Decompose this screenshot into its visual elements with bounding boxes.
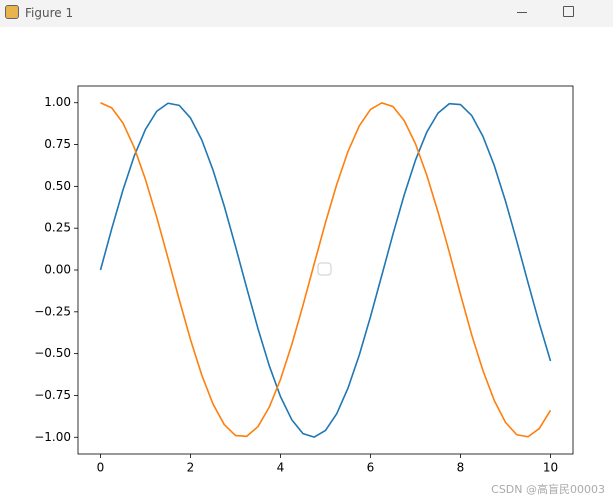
y-tick-label: 0.00	[44, 263, 71, 277]
app-icon	[5, 5, 19, 19]
minimize-button[interactable]	[517, 12, 527, 13]
window-title: Figure 1	[25, 6, 74, 20]
y-tick-label: 1.00	[44, 95, 71, 109]
x-tick-label: 0	[97, 461, 105, 475]
y-tick-label: 0.25	[44, 221, 71, 235]
maximize-button[interactable]	[563, 6, 574, 17]
x-tick-label: 8	[457, 461, 465, 475]
y-tick-label: −0.50	[34, 346, 71, 360]
title-bar: Figure 1	[0, 0, 613, 27]
y-tick-label: −0.75	[34, 388, 71, 402]
y-tick-label: −0.25	[34, 304, 71, 318]
watermark: CSDN @高盲民00003	[491, 483, 605, 496]
legend	[317, 262, 332, 276]
y-tick-label: 0.75	[44, 137, 71, 151]
x-tick-label: 10	[543, 461, 558, 475]
y-tick-label: −1.00	[34, 430, 71, 444]
x-tick-label: 6	[367, 461, 375, 475]
series-line	[100, 102, 552, 438]
y-tick-label: 0.50	[44, 179, 71, 193]
series-line	[99, 102, 552, 438]
x-tick-label: 2	[187, 461, 195, 475]
x-tick-label: 4	[277, 461, 285, 475]
